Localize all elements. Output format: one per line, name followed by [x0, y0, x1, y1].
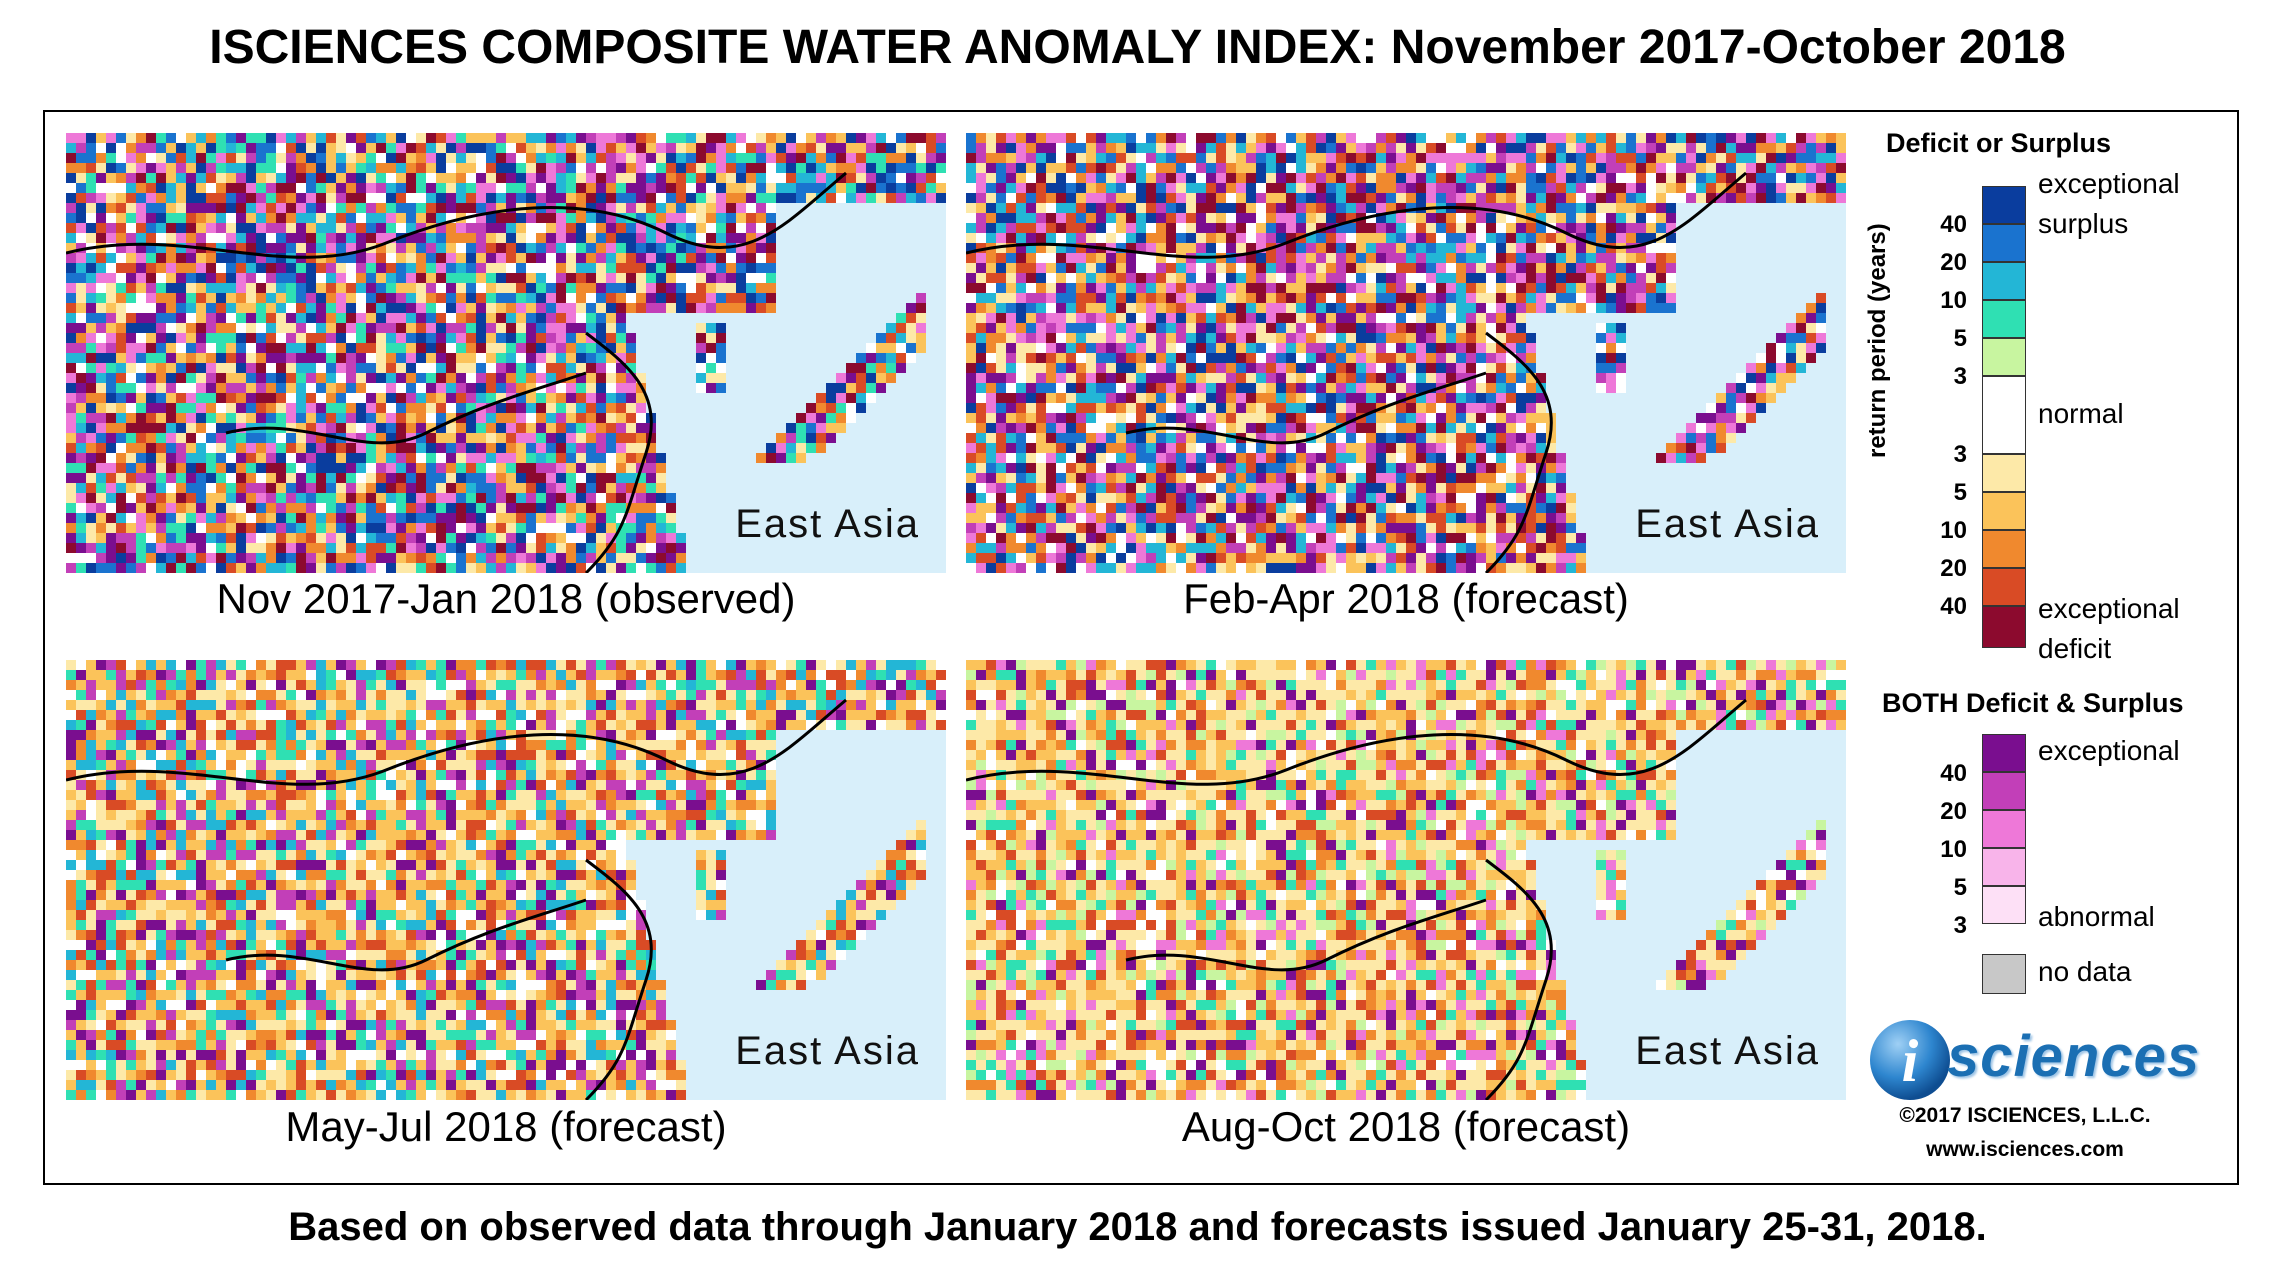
country-borders — [66, 698, 847, 1100]
tick-deficit: 40 — [1940, 593, 1967, 620]
legend-axis-label: return period (years) — [1864, 223, 1891, 458]
swatch-surplus-5 — [1982, 300, 2026, 338]
map-panel-aug-oct: East Asia — [966, 660, 1846, 1100]
label-exceptional-surplus: exceptional — [2038, 168, 2180, 199]
tick-both: 3 — [1953, 912, 1967, 939]
region-label: East Asia — [735, 502, 920, 546]
country-borders — [966, 698, 1747, 1100]
panel-caption: May-Jul 2018 (forecast) — [285, 1103, 727, 1150]
website-link[interactable]: www.isciences.com — [1926, 1138, 2124, 1161]
swatch-both-3 — [1982, 886, 2026, 924]
copyright: ©2017 ISCIENCES, L.L.C. — [1899, 1104, 2151, 1127]
map-raster — [66, 660, 946, 1100]
swatch-surplus-20 — [1982, 224, 2026, 262]
region-label: East Asia — [735, 1029, 920, 1073]
label-both-exceptional: exceptional — [2038, 735, 2180, 766]
map-canvas — [66, 660, 946, 1100]
legend: Deficit or Surplus return period (years)… — [1862, 128, 2222, 1168]
label-normal: normal — [2038, 398, 2124, 429]
swatch-deficit-5 — [1982, 492, 2026, 530]
tick-both: 10 — [1940, 836, 1967, 863]
swatch-surplus-10 — [1982, 262, 2026, 300]
swatch-deficit-3 — [1982, 454, 2026, 492]
map-canvas — [966, 133, 1846, 573]
tick-deficit: 10 — [1940, 517, 1967, 544]
swatch-both-10 — [1982, 810, 2026, 848]
map-canvas — [66, 133, 946, 573]
country-borders — [966, 171, 1747, 573]
label-deficit: deficit — [2038, 633, 2112, 664]
tick-surplus: 10 — [1940, 287, 1967, 314]
tick-deficit: 3 — [1953, 441, 1967, 468]
panel-caption: Feb-Apr 2018 (forecast) — [1183, 575, 1629, 622]
page-title: ISCIENCES COMPOSITE WATER ANOMALY INDEX:… — [209, 21, 2066, 74]
label-surplus: surplus — [2038, 208, 2129, 239]
figure-frame — [43, 110, 2239, 1185]
swatch-both-20 — [1982, 772, 2026, 810]
isciences-logo: i sciences — [1865, 1015, 2225, 1105]
tick-deficit: 20 — [1940, 555, 1967, 582]
map-raster — [966, 133, 1846, 573]
swatch-both-5 — [1982, 848, 2026, 886]
tick-surplus: 20 — [1940, 249, 1967, 276]
swatch-deficit-10 — [1982, 530, 2026, 568]
map-panel-may-jul: East Asia — [66, 660, 946, 1100]
label-both-abnormal: abnormal — [2038, 901, 2155, 932]
region-label: East Asia — [1635, 502, 1820, 546]
map-panel-feb-apr: East Asia — [966, 133, 1846, 573]
tick-surplus: 40 — [1940, 211, 1967, 238]
label-exceptional-deficit: exceptional — [2038, 593, 2180, 624]
map-raster — [66, 133, 946, 573]
swatch-surplus-3 — [1982, 338, 2026, 376]
logo-wordmark: sciences — [1947, 1024, 2201, 1089]
tick-both: 40 — [1940, 760, 1967, 787]
region-label: East Asia — [1635, 1029, 1820, 1073]
map-panel-nov-jan: East Asia — [66, 133, 946, 573]
legend-title-deficit-surplus: Deficit or Surplus — [1886, 128, 2112, 158]
legend-title-both: BOTH Deficit & Surplus — [1882, 688, 2184, 718]
panel-caption: Nov 2017-Jan 2018 (observed) — [216, 575, 796, 622]
label-no-data: no data — [2038, 956, 2132, 987]
swatch-both-40 — [1982, 734, 2026, 772]
swatch-no-data — [1982, 954, 2026, 994]
swatch-normal — [1982, 376, 2026, 454]
tick-both: 5 — [1953, 874, 1967, 901]
tick-surplus: 5 — [1953, 325, 1967, 352]
tick-deficit: 5 — [1953, 479, 1967, 506]
swatch-deficit-40 — [1982, 606, 2026, 648]
swatch-surplus-40 — [1982, 186, 2026, 224]
country-borders — [66, 171, 847, 573]
swatch-deficit-20 — [1982, 568, 2026, 606]
tick-surplus: 3 — [1953, 363, 1967, 390]
logo-globe-icon: i — [1870, 1020, 1950, 1100]
panel-caption: Aug-Oct 2018 (forecast) — [1181, 1103, 1631, 1150]
map-canvas — [966, 660, 1846, 1100]
footer-note: Based on observed data through January 2… — [288, 1205, 1987, 1249]
tick-both: 20 — [1940, 798, 1967, 825]
